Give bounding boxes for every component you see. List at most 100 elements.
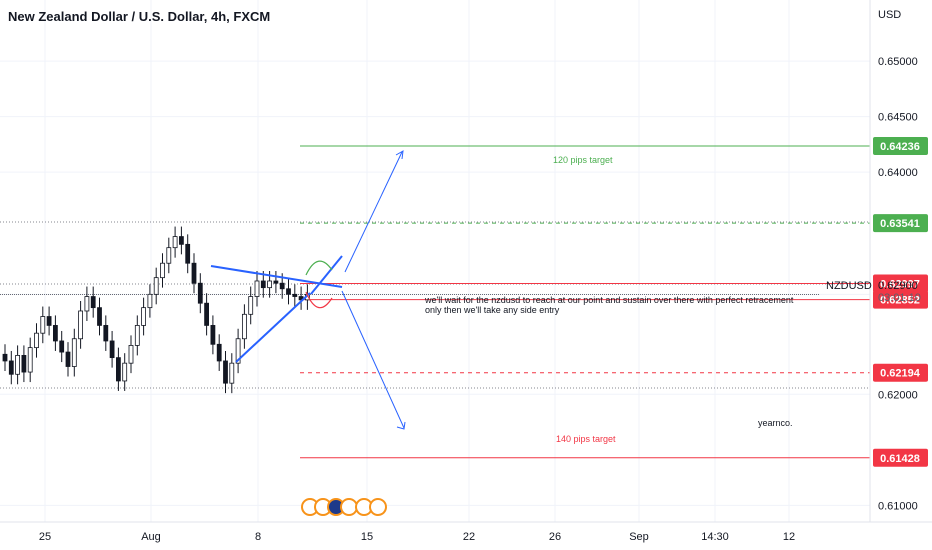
triangle-lower-line[interactable] bbox=[235, 292, 311, 363]
candle-body bbox=[34, 332, 39, 349]
green-arc bbox=[305, 260, 333, 276]
candle-body bbox=[185, 243, 191, 264]
red-arc bbox=[305, 291, 333, 309]
candle-body bbox=[27, 347, 33, 373]
candle-body bbox=[172, 236, 178, 249]
candle-body bbox=[53, 325, 58, 342]
event-icons[interactable] bbox=[301, 498, 387, 516]
current-price-label: 0.62900 bbox=[878, 280, 918, 292]
price-badge-bg bbox=[873, 448, 928, 467]
y-tick-label: 0.65000 bbox=[878, 56, 918, 68]
x-tick-label: 14:30 bbox=[701, 531, 729, 543]
candle-body bbox=[15, 355, 21, 375]
candle-body bbox=[160, 262, 165, 279]
candle-body bbox=[292, 293, 298, 297]
candle-body bbox=[166, 247, 172, 264]
symbol-label: NZDUSD bbox=[826, 280, 872, 292]
author-label: yearnco. bbox=[758, 418, 793, 428]
candle-body bbox=[2, 353, 8, 362]
candle-body bbox=[128, 345, 134, 364]
candle-body bbox=[84, 296, 90, 312]
price-badge-text: 0.62194 bbox=[880, 368, 921, 380]
candle-body bbox=[59, 340, 65, 353]
down-arrow-head bbox=[396, 421, 406, 430]
price-badge-text: 0.61428 bbox=[880, 453, 920, 465]
candle-body bbox=[273, 280, 279, 284]
price-badge: 0.62852 bbox=[873, 290, 928, 309]
x-tick-label: Sep bbox=[629, 531, 649, 543]
axes: USD bbox=[0, 0, 932, 523]
candle-body bbox=[46, 316, 52, 326]
price-badge: 0.61428 bbox=[873, 448, 928, 467]
candle-body bbox=[21, 355, 27, 373]
up-arrow-head bbox=[395, 150, 404, 160]
x-tick-label: 22 bbox=[463, 531, 475, 543]
countdown-label: 03:01:10 bbox=[878, 292, 921, 304]
candle-body bbox=[191, 262, 197, 284]
x-tick-label: 15 bbox=[361, 531, 373, 543]
drawings: we'll wait for the nzdusd to reach at ou… bbox=[210, 150, 794, 444]
candle-body bbox=[153, 277, 159, 295]
candlestick-series bbox=[2, 226, 310, 394]
price-badge-bg bbox=[873, 290, 928, 309]
price-badge-text: 0.64236 bbox=[880, 141, 920, 153]
candle-body bbox=[40, 316, 46, 334]
candle-body bbox=[90, 296, 96, 309]
price-badge-text: 0.62852 bbox=[880, 295, 920, 307]
x-tick-label: 12 bbox=[783, 531, 795, 543]
price-badge-bg bbox=[873, 136, 928, 155]
note-line-1: we'll wait for the nzdusd to reach at ou… bbox=[424, 295, 794, 305]
down-target-label: 140 pips target bbox=[556, 434, 616, 444]
candle-body bbox=[122, 362, 128, 382]
horizontal-levels bbox=[0, 145, 870, 459]
candle-body bbox=[116, 357, 121, 382]
candle-body bbox=[178, 236, 184, 245]
currency-label: USD bbox=[878, 9, 901, 21]
candle-body bbox=[235, 338, 241, 364]
candle-body bbox=[8, 360, 14, 375]
up-arrow-line[interactable] bbox=[344, 151, 403, 273]
y-tick-label: 0.64500 bbox=[878, 112, 918, 124]
price-badge-bg bbox=[873, 214, 928, 233]
price-badge-text: 0.63541 bbox=[880, 218, 920, 230]
us-flag-icon[interactable] bbox=[369, 498, 387, 516]
candle-body bbox=[223, 360, 228, 384]
candle-body bbox=[204, 302, 210, 326]
up-target-label: 120 pips target bbox=[553, 155, 613, 165]
price-badge: 0.64236 bbox=[873, 136, 928, 155]
down-arrow-line[interactable] bbox=[341, 290, 405, 429]
x-tick-label: 8 bbox=[255, 531, 261, 543]
price-badge-bg bbox=[873, 274, 928, 293]
price-badge: 0.62194 bbox=[873, 363, 928, 382]
candle-body bbox=[109, 340, 115, 359]
y-tick-label: 0.62000 bbox=[878, 389, 918, 401]
candle-body bbox=[216, 343, 222, 362]
price-badge: 0.62997 bbox=[873, 274, 928, 293]
price-badges: 0.64236 0.63541 0.62997 0.62852 0.62194 0.614… bbox=[873, 136, 928, 467]
us-flag-icon[interactable] bbox=[340, 498, 358, 516]
candle-body bbox=[65, 351, 71, 367]
x-axis-ticks: 25 Aug 8 15 22 26 Sep 14:30 12 bbox=[39, 531, 795, 543]
candle-body bbox=[78, 310, 83, 340]
candle-body bbox=[210, 325, 216, 345]
candle-body bbox=[229, 362, 235, 384]
candle-body bbox=[286, 288, 291, 295]
candle-body bbox=[147, 293, 153, 309]
grid-lines bbox=[0, 0, 870, 522]
breakout-line[interactable] bbox=[310, 255, 343, 295]
x-tick-label: 25 bbox=[39, 531, 51, 543]
note-line-2: only then we'll take any side entry bbox=[425, 305, 560, 315]
y-tick-label: 0.61000 bbox=[878, 500, 918, 512]
candle-body bbox=[260, 280, 266, 289]
candle-body bbox=[71, 338, 77, 367]
x-tick-label: 26 bbox=[549, 531, 561, 543]
candle-body bbox=[134, 325, 140, 346]
price-badge-text: 0.62997 bbox=[880, 279, 920, 291]
candle-body bbox=[254, 280, 260, 297]
candle-body bbox=[141, 307, 147, 326]
candle-body bbox=[103, 325, 109, 342]
symbol-tag: NZDUSD 0.62900 03:01:10 bbox=[826, 280, 921, 304]
candle-body bbox=[279, 282, 285, 290]
chart-title: New Zealand Dollar / U.S. Dollar, 4h, FX… bbox=[8, 9, 271, 24]
